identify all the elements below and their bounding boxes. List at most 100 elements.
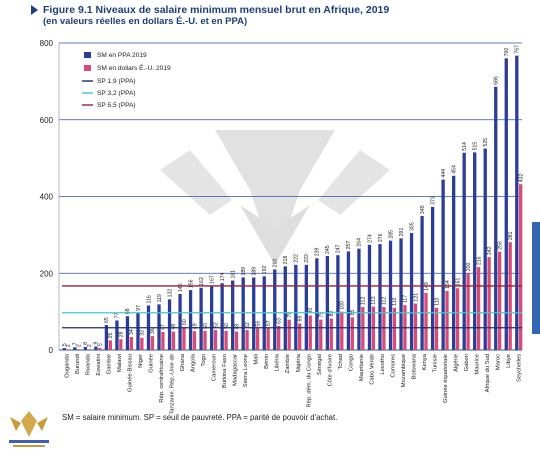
data-label-usd: 112 [361,297,367,305]
bar-ppa [430,206,435,350]
x-tick-label: Algérie [454,354,460,372]
legend-label: SP 5,5 (PPA) [97,102,136,109]
bar-ppa [420,216,424,350]
bar-usd [77,349,81,350]
bar-ppa [494,86,498,350]
data-label-ppa: 285 [388,230,394,239]
data-label-ppa: 189 [241,267,247,276]
x-tick-label: Ouganda [64,353,70,378]
bar-ppa [83,346,88,350]
data-label-ppa: 444 [441,169,447,178]
bar-ppa [367,244,372,350]
y-tick-label: 800 [40,39,54,48]
data-label-usd: 25 [108,333,114,339]
bar-ppa [515,55,519,350]
data-label-usd: 69 [298,316,304,322]
bar-ppa [346,251,351,350]
data-label-usd: 47 [161,324,167,330]
bar-ppa [294,264,298,350]
data-label-ppa: 525 [483,138,489,147]
data-label-usd: 242 [487,246,493,255]
emblem-wing-left-icon [160,150,232,215]
data-label-ppa: 222 [304,254,310,263]
bar-usd [350,317,354,350]
data-label-ppa: 454 [451,165,457,174]
data-label-ppa: 274 [367,234,373,243]
data-label-usd: 112 [382,297,388,305]
x-tick-label: Tanzanie, Rép.-Unie de [169,354,175,415]
legend-label: SM en PPA 2019 [97,52,147,59]
x-tick-label: Nigéria [296,353,302,372]
bar-ppa [62,348,66,350]
bar-usd [182,326,186,350]
bar-usd [413,303,418,350]
bar-usd [224,330,228,350]
bar-ppa [315,258,319,350]
data-label-ppa: 189 [252,267,258,276]
y-tick-label: 200 [40,269,54,278]
bar-usd [266,328,270,350]
bar-usd [98,348,102,350]
bar-ppa [336,255,340,350]
data-label-ppa: 305 [409,222,415,231]
data-label-usd: 100 [340,301,346,310]
x-tick-label: Cabo Verde [369,354,375,385]
bar-usd [466,273,470,350]
data-label-ppa: 162 [199,277,205,286]
data-label-ppa: 88 [125,308,131,314]
bar-ppa [136,312,140,350]
bar-usd [508,242,512,350]
data-label-usd: 36 [150,328,156,334]
legend-swatch [84,65,91,71]
data-label-ppa: 156 [188,279,194,288]
bar-usd [161,331,165,350]
bar-ppa [241,277,245,350]
data-label-usd: 2 [66,344,72,347]
data-label-ppa: 514 [462,142,468,151]
x-tick-label: Cameroun [212,354,218,381]
watermark-emblem-icon [160,130,390,265]
x-tick-label: Guinée-Bissau [127,354,133,392]
figure-title-line2: (en valeurs réelles en dollars É.-U. et … [43,16,248,27]
data-label-ppa: 7 [73,342,79,345]
data-label-ppa: 9 [94,342,100,345]
data-label-usd: 50 [224,323,230,329]
bar-usd [150,336,155,350]
bar-usd [455,288,460,350]
bar-usd [487,257,491,350]
x-tick-label: Angola [191,353,197,372]
data-label-usd: 117 [403,295,409,303]
data-label-usd: 32 [140,330,146,336]
data-label-ppa: 181 [230,270,236,279]
data-label-ppa: 291 [399,228,405,237]
data-label-usd: 161 [455,277,461,286]
bar-usd [192,331,197,350]
bar-usd [213,330,218,350]
bar-usd [445,290,449,350]
data-label-usd: 63 [276,318,282,324]
bar-ppa [125,316,130,350]
bar-ppa [178,293,182,350]
x-tick-label: Mali [254,354,260,365]
bar-ppa [73,347,77,350]
bar-usd [255,328,260,350]
data-label-ppa: 222 [294,254,300,263]
data-label-ppa: 218 [283,256,289,265]
x-tick-label: Mozambique [401,354,407,387]
data-label-usd: 154 [445,280,451,289]
bar-ppa [409,232,414,350]
bar-usd [361,307,365,350]
data-label-usd: 110 [392,297,398,305]
figure-footnote: SM = salaire minimum. SP = seuil de pauv… [62,413,338,422]
data-label-ppa: 245 [325,245,331,254]
bar-usd [340,311,344,350]
side-tab [532,222,540,334]
x-tick-label: Eswatini [96,354,102,376]
x-tick-label: Niger [138,354,144,368]
x-tick-label: Rép. dém. du Congo [306,354,312,408]
data-label-usd: 281 [508,231,514,240]
y-tick-label: 0 [49,346,54,355]
x-tick-label: Burkina Faso [222,354,228,388]
bar-ppa [104,325,109,350]
bar-usd [424,292,428,350]
